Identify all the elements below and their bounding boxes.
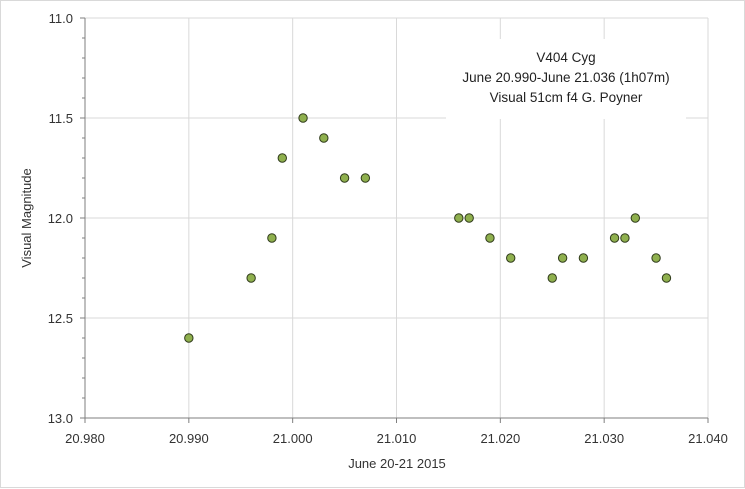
x-tick-label: 20.990 — [169, 431, 209, 446]
tick-labels: 20.980 20.990 21.000 21.010 21.020 21.030 21.0… — [48, 11, 728, 446]
x-tick-label: 21.000 — [273, 431, 313, 446]
y-axis-title: Visual Magnitude — [19, 168, 34, 268]
annotation-box: V404 Cyg June 20.990-June 21.036 (1h07m)… — [446, 39, 686, 119]
data-point — [609, 233, 620, 243]
data-point — [464, 213, 474, 223]
y-tick-label: 11.0 — [49, 11, 73, 26]
x-axis-title: June 20-21 2015 — [348, 456, 446, 471]
axes — [80, 17, 709, 423]
data-point — [339, 173, 350, 183]
x-tick-label: 21.010 — [377, 431, 417, 446]
data-point — [184, 333, 194, 343]
y-tick-label: 12.0 — [48, 211, 73, 226]
data-point — [319, 133, 329, 143]
annotation-line-2: June 20.990-June 21.036 (1h07m) — [462, 70, 669, 85]
data-point — [630, 213, 641, 223]
data-point — [485, 233, 495, 243]
x-tick-label: 21.040 — [688, 431, 728, 446]
data-point — [298, 113, 308, 123]
x-tick-label: 20.980 — [65, 431, 105, 446]
data-point — [661, 273, 672, 283]
y-tick-label: 11.5 — [49, 111, 73, 126]
data-point — [267, 233, 277, 243]
y-tick-label: 13.0 — [48, 411, 73, 426]
data-point — [578, 253, 589, 263]
data-point — [651, 253, 661, 263]
data-point — [620, 233, 630, 243]
y-tick-label: 12.5 — [48, 311, 73, 326]
x-tick-label: 21.030 — [584, 431, 624, 446]
data-points — [184, 113, 672, 343]
data-point — [557, 253, 568, 263]
data-point — [246, 273, 256, 283]
data-point — [360, 173, 371, 183]
annotation-line-3: Visual 51cm f4 G. Poyner — [490, 90, 643, 105]
x-tick-label: 21.020 — [480, 431, 520, 446]
data-point — [454, 213, 464, 223]
data-point — [277, 153, 287, 163]
data-point — [506, 253, 516, 263]
data-point — [547, 273, 557, 283]
annotation-line-1: V404 Cyg — [536, 50, 595, 65]
